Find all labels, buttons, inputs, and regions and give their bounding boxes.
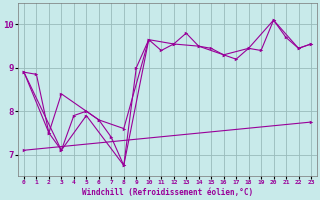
X-axis label: Windchill (Refroidissement éolien,°C): Windchill (Refroidissement éolien,°C): [82, 188, 253, 197]
